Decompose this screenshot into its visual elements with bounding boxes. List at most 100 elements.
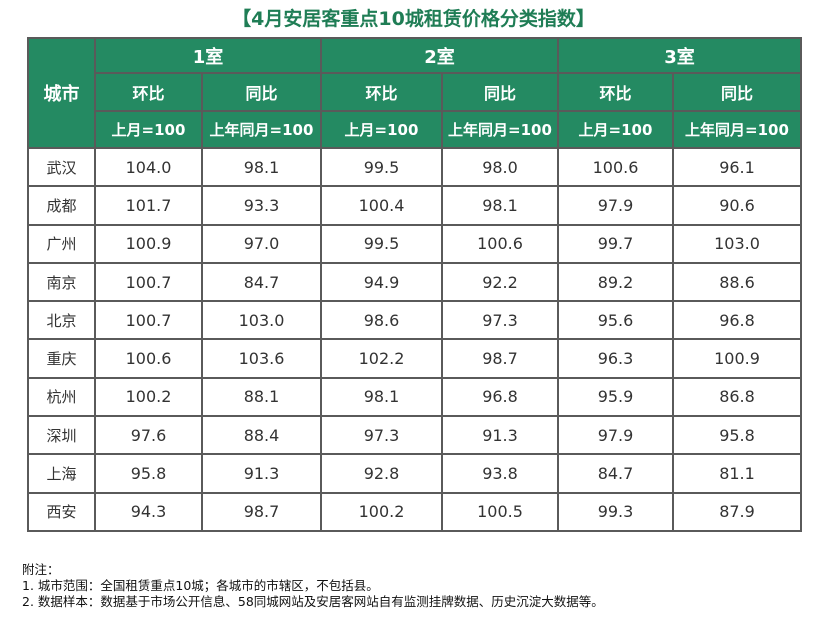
base-header-mom: 上月=100: [320, 110, 443, 149]
base-header-mom: 上月=100: [557, 110, 674, 149]
city-cell: 南京: [27, 261, 96, 303]
value-cell: 86.8: [672, 376, 802, 418]
value-cell: 100.4: [320, 185, 443, 226]
sub-header-mom: 环比: [557, 72, 674, 112]
value-cell: 100.9: [672, 338, 802, 379]
city-cell: 北京: [27, 300, 96, 341]
table-row: 武汉 104.0 98.1 99.5 98.0 100.6 96.1: [27, 146, 802, 188]
value-cell: 100.7: [94, 261, 203, 303]
city-cell: 武汉: [27, 146, 96, 188]
value-cell: 92.8: [320, 453, 443, 494]
value-cell: 96.3: [557, 338, 674, 379]
value-cell: 94.9: [320, 261, 443, 303]
value-cell: 90.6: [672, 185, 802, 226]
value-cell: 100.5: [441, 491, 559, 532]
sub-header-yoy: 同比: [441, 72, 559, 112]
value-cell: 93.8: [441, 453, 559, 494]
table-row: 北京 100.7 103.0 98.6 97.3 95.6 96.8: [27, 300, 802, 341]
footnotes: 附注： 1. 城市范围：全国租赁重点10城；各城市的市辖区，不包括县。 2. 数…: [22, 562, 604, 610]
value-cell: 89.2: [557, 261, 674, 303]
value-cell: 100.2: [320, 491, 443, 532]
value-cell: 98.1: [320, 376, 443, 418]
value-cell: 98.7: [201, 491, 322, 532]
sub-header-mom: 环比: [320, 72, 443, 112]
city-cell: 成都: [27, 185, 96, 226]
table-row: 南京 100.7 84.7 94.9 92.2 89.2 88.6: [27, 261, 802, 303]
value-cell: 97.3: [320, 415, 443, 456]
value-cell: 103.0: [201, 300, 322, 341]
value-cell: 95.8: [672, 415, 802, 456]
value-cell: 81.1: [672, 453, 802, 494]
value-cell: 84.7: [557, 453, 674, 494]
value-cell: 84.7: [201, 261, 322, 303]
value-cell: 98.7: [441, 338, 559, 379]
value-cell: 91.3: [201, 453, 322, 494]
value-cell: 100.6: [441, 223, 559, 264]
value-cell: 96.1: [672, 146, 802, 188]
table-row: 西安 94.3 98.7 100.2 100.5 99.3 87.9: [27, 491, 802, 532]
table-row: 重庆 100.6 103.6 102.2 98.7 96.3 100.9: [27, 338, 802, 379]
value-cell: 101.7: [94, 185, 203, 226]
value-cell: 87.9: [672, 491, 802, 532]
group-header-1room: 1室: [94, 37, 322, 74]
value-cell: 102.2: [320, 338, 443, 379]
sub-header-yoy: 同比: [201, 72, 322, 112]
value-cell: 99.3: [557, 491, 674, 532]
value-cell: 104.0: [94, 146, 203, 188]
city-cell: 上海: [27, 453, 96, 494]
sub-header-mom: 环比: [94, 72, 203, 112]
city-cell: 重庆: [27, 338, 96, 379]
value-cell: 103.0: [672, 223, 802, 264]
notes-heading: 附注：: [22, 562, 60, 577]
value-cell: 96.8: [672, 300, 802, 341]
base-header-yoy: 上年同月=100: [441, 110, 559, 149]
value-cell: 100.6: [557, 146, 674, 188]
rent-index-table: 城市 1室 2室 3室 环比 同比 环比 同比 环比 同比 上月=100 上年同…: [27, 37, 802, 532]
value-cell: 96.8: [441, 376, 559, 418]
value-cell: 99.7: [557, 223, 674, 264]
value-cell: 100.2: [94, 376, 203, 418]
value-cell: 95.9: [557, 376, 674, 418]
note-data-source: 2. 数据样本：数据基于市场公开信息、58同城网站及安居客网站自有监测挂牌数据、…: [22, 594, 604, 609]
sub-header-yoy: 同比: [672, 72, 802, 112]
value-cell: 91.3: [441, 415, 559, 456]
table-row: 上海 95.8 91.3 92.8 93.8 84.7 81.1: [27, 453, 802, 494]
group-header-2room: 2室: [320, 37, 559, 74]
table-body: 武汉 104.0 98.1 99.5 98.0 100.6 96.1 成都 101.7 93.3 1…: [27, 146, 802, 532]
value-cell: 97.6: [94, 415, 203, 456]
value-cell: 98.6: [320, 300, 443, 341]
table-row: 杭州 100.2 88.1 98.1 96.8 95.9 86.8: [27, 376, 802, 418]
value-cell: 100.9: [94, 223, 203, 264]
city-header: 城市: [27, 37, 96, 149]
value-cell: 98.1: [441, 185, 559, 226]
city-cell: 杭州: [27, 376, 96, 418]
value-cell: 97.0: [201, 223, 322, 264]
value-cell: 100.7: [94, 300, 203, 341]
city-cell: 广州: [27, 223, 96, 264]
value-cell: 92.2: [441, 261, 559, 303]
value-cell: 97.9: [557, 415, 674, 456]
value-cell: 103.6: [201, 338, 322, 379]
value-cell: 98.0: [441, 146, 559, 188]
table-row: 深圳 97.6 88.4 97.3 91.3 97.9 95.8: [27, 415, 802, 456]
value-cell: 98.1: [201, 146, 322, 188]
city-cell: 深圳: [27, 415, 96, 456]
value-cell: 88.1: [201, 376, 322, 418]
value-cell: 97.9: [557, 185, 674, 226]
value-cell: 88.6: [672, 261, 802, 303]
group-header-3room: 3室: [557, 37, 802, 74]
value-cell: 95.8: [94, 453, 203, 494]
table-row: 广州 100.9 97.0 99.5 100.6 99.7 103.0: [27, 223, 802, 264]
value-cell: 100.6: [94, 338, 203, 379]
note-city-scope: 1. 城市范围：全国租赁重点10城；各城市的市辖区，不包括县。: [22, 578, 379, 593]
value-cell: 93.3: [201, 185, 322, 226]
base-header-mom: 上月=100: [94, 110, 203, 149]
value-cell: 95.6: [557, 300, 674, 341]
value-cell: 99.5: [320, 146, 443, 188]
value-cell: 94.3: [94, 491, 203, 532]
base-header-yoy: 上年同月=100: [201, 110, 322, 149]
city-cell: 西安: [27, 491, 96, 532]
table-row: 成都 101.7 93.3 100.4 98.1 97.9 90.6: [27, 185, 802, 226]
base-header-yoy: 上年同月=100: [672, 110, 802, 149]
value-cell: 99.5: [320, 223, 443, 264]
